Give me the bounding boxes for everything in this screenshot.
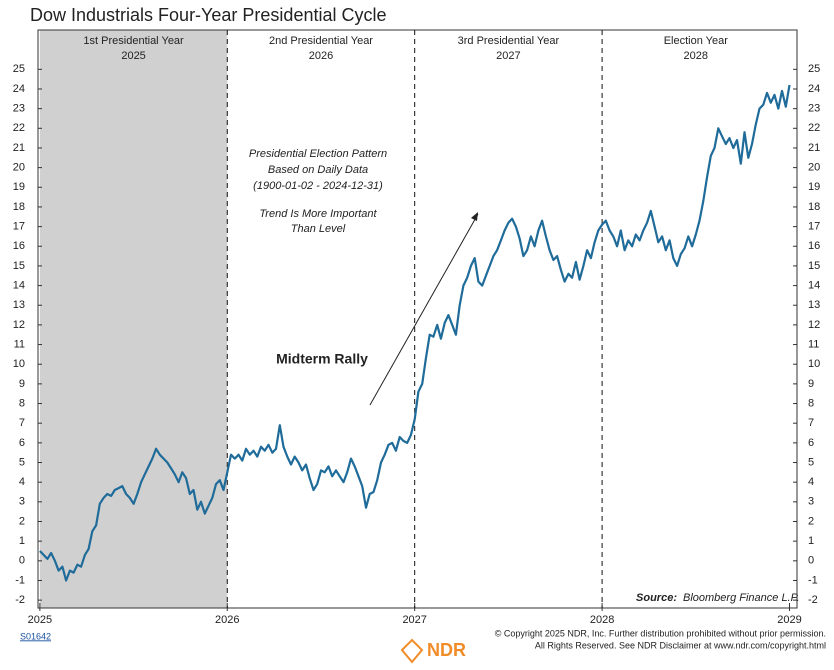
source: Bloomberg Finance L.P.	[683, 592, 800, 604]
y2-tick-label: 21	[808, 142, 820, 154]
y2-tick-label: 19	[808, 181, 820, 193]
data-line	[39, 84, 791, 582]
phase-year: 2028	[684, 50, 708, 62]
y2-tick-label: 18	[808, 201, 820, 213]
y-tick-label: 6	[19, 437, 25, 449]
annotation: Than Level	[291, 223, 346, 235]
y2-tick-label: 4	[808, 476, 814, 488]
y2-tick-label: 13	[808, 299, 820, 311]
y2-tick-label: 2	[808, 515, 814, 527]
shaded-region	[39, 30, 228, 608]
y-tick-label: 2	[19, 515, 25, 527]
y2-tick-label: -1	[808, 574, 818, 586]
phase-year: 2026	[309, 50, 333, 62]
y2-tick-label: 23	[808, 103, 820, 115]
y2-tick-label: 24	[808, 83, 820, 95]
y-tick-label: 1	[19, 535, 25, 547]
y2-tick-label: 16	[808, 240, 820, 252]
y-tick-label: 13	[13, 299, 25, 311]
logo-text: NDR	[427, 640, 466, 660]
phase-label: 2nd Presidential Year	[269, 35, 373, 47]
y-tick-label: 22	[13, 122, 25, 134]
y2-tick-label: -2	[808, 594, 818, 606]
y-tick-label: 7	[19, 417, 25, 429]
chart-id: S01642	[20, 631, 51, 641]
x-tick-label: 2028	[590, 614, 614, 626]
y-tick-label: 15	[13, 260, 25, 272]
y2-tick-label: 25	[808, 63, 820, 75]
callout: Midterm Rally	[276, 351, 368, 367]
y2-tick-label: 14	[808, 279, 820, 291]
y2-tick-label: 22	[808, 122, 820, 134]
chart-title: Dow Industrials Four-Year Presidential C…	[30, 5, 386, 25]
y-tick-label: 18	[13, 201, 25, 213]
y-tick-label: 23	[13, 103, 25, 115]
phase-label: Election Year	[664, 35, 729, 47]
y-tick-label: 0	[19, 555, 25, 567]
y-tick-label: 12	[13, 319, 25, 331]
y-tick-label: 14	[13, 279, 25, 291]
y2-tick-label: 0	[808, 555, 814, 567]
phase-label: 1st Presidential Year	[83, 35, 184, 47]
y2-tick-label: 10	[808, 358, 820, 370]
y2-tick-label: 9	[808, 378, 814, 390]
annotation: Based on Daily Data	[268, 164, 368, 176]
y2-tick-label: 1	[808, 535, 814, 547]
y-tick-label: 4	[19, 476, 25, 488]
y-tick-label: 8	[19, 397, 25, 409]
arrow	[369, 213, 479, 406]
y-tick-label: 16	[13, 240, 25, 252]
y2-tick-label: 7	[808, 417, 814, 429]
annotation: (1900-01-02 - 2024-12-31)	[253, 180, 383, 192]
y2-tick-label: 11	[808, 338, 819, 350]
x-tick-label: 2026	[215, 614, 239, 626]
phase-label: 3rd Presidential Year	[458, 35, 560, 47]
x-tick-label: 2027	[402, 614, 426, 626]
y-tick-label: 19	[13, 181, 25, 193]
y2-tick-label: 17	[808, 221, 820, 233]
y-tick-label: 9	[19, 378, 25, 390]
y-tick-label: -1	[15, 574, 25, 586]
arrow-head	[471, 212, 478, 221]
y2-tick-label: 5	[808, 456, 814, 468]
y-tick-label: -2	[15, 594, 25, 606]
y2-tick-label: 3	[808, 496, 814, 508]
y2-tick-label: 8	[808, 397, 814, 409]
x-tick-label: 2029	[777, 614, 801, 626]
source-label: Source:	[636, 592, 677, 604]
y2-tick-label: 20	[808, 162, 820, 174]
y-tick-label: 20	[13, 162, 25, 174]
y2-tick-label: 15	[808, 260, 820, 272]
y2-tick-label: 6	[808, 437, 814, 449]
copyright: All Rights Reserved. See NDR Disclaimer …	[535, 640, 826, 650]
y-tick-label: 25	[13, 63, 25, 75]
logo: NDR	[400, 638, 466, 664]
annotation: Presidential Election Pattern	[249, 148, 387, 160]
y-tick-label: 10	[13, 358, 25, 370]
annotation: Trend Is More Important	[259, 208, 377, 220]
y-tick-label: 11	[14, 338, 25, 350]
x-tick-label: 2025	[28, 614, 52, 626]
y-tick-label: 5	[19, 456, 25, 468]
phase-year: 2027	[496, 50, 520, 62]
y-tick-label: 17	[13, 221, 25, 233]
plot-frame	[37, 29, 798, 609]
copyright: © Copyright 2025 NDR, Inc. Further distr…	[495, 628, 826, 638]
y2-tick-label: 12	[808, 319, 820, 331]
y-tick-label: 24	[13, 83, 25, 95]
phase-year: 2025	[121, 50, 145, 62]
y-tick-label: 21	[13, 142, 25, 154]
y-tick-label: 3	[19, 496, 25, 508]
